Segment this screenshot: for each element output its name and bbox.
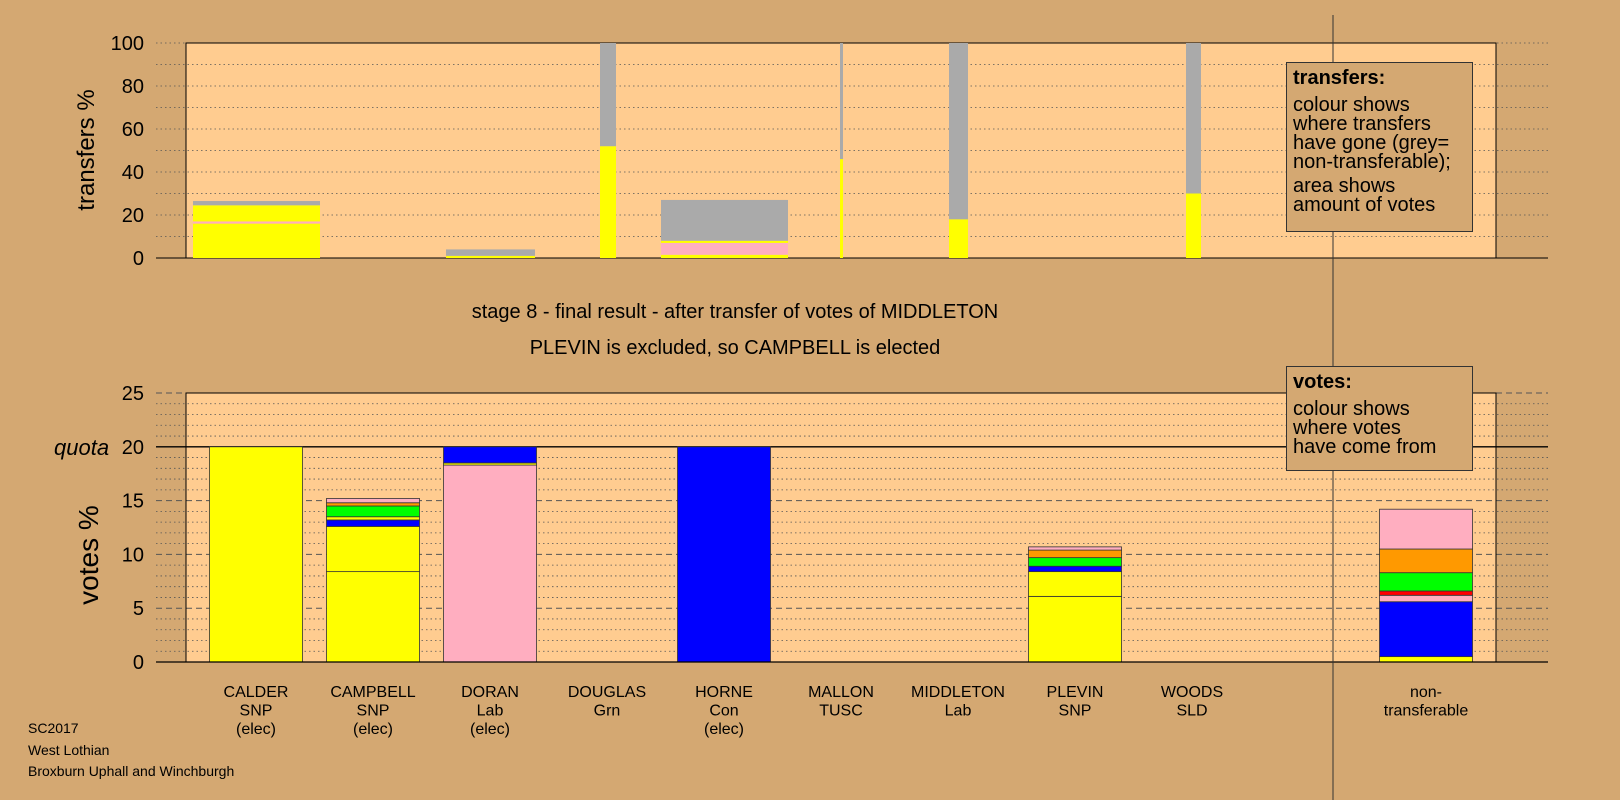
transfer-segment-calder-nontransferable	[193, 201, 320, 206]
vote-segment-doran-con	[443, 446, 537, 464]
votes-legend-text: colour shows where votes have come from	[1293, 398, 1437, 458]
transfer-segment-horne-snp	[661, 240, 788, 243]
candidate-label-mallon: TUSC	[819, 703, 863, 720]
candidate-label-horne: Con	[709, 703, 738, 720]
candidate-label-non: non-	[1410, 684, 1442, 701]
candidate-label-non: transferable	[1384, 703, 1469, 720]
vote-segment-campbell-con	[326, 519, 420, 527]
candidate-label-calder: (elec)	[236, 721, 276, 738]
transfer-segment-doran-nontransferable	[446, 249, 535, 256]
candidate-label-horne: (elec)	[704, 721, 744, 738]
transfers-panel: 0 20 40 60 80 100 transfers %	[73, 33, 1548, 270]
votes-legend-title: votes:	[1293, 371, 1352, 393]
votes-y-tick: 10	[122, 544, 144, 566]
votes-y-tick: 25	[122, 383, 144, 405]
vote-segment-non-sld	[1379, 548, 1473, 574]
candidate-label-douglas: Grn	[594, 703, 621, 720]
candidate-label-middleton: Lab	[945, 703, 972, 720]
transfers-y-tick: 60	[122, 119, 144, 141]
transfers-y-tick: 40	[122, 162, 144, 184]
vote-segment-campbell-snp	[326, 516, 420, 521]
candidate-label-doran: Lab	[477, 703, 504, 720]
transfer-segment-woods-snp	[949, 219, 968, 258]
candidate-label-plevin: PLEVIN	[1047, 684, 1104, 701]
vote-segment-plevin-con	[1028, 565, 1122, 573]
vote-segment-campbell-grn	[326, 505, 420, 518]
transfers-y-tick: 80	[122, 76, 144, 98]
footer-council: West Lothian	[28, 741, 110, 758]
transfers-y-tick: 20	[122, 205, 144, 227]
votes-y-tick: 0	[133, 652, 144, 674]
transfer-segment-calder-lab	[193, 221, 320, 224]
vote-segment-non-snp	[1379, 656, 1473, 663]
vote-segment-plevin-snp	[1028, 571, 1122, 597]
stage-title: stage 8 - final result - after transfer …	[472, 301, 999, 323]
votes-panel: 0 5 10 15 20 25 quota votes %	[54, 383, 1548, 674]
footer-election: SC2017	[28, 720, 79, 736]
vote-segment-campbell-lab	[326, 498, 420, 504]
vote-segment-campbell-sld	[326, 502, 420, 507]
votes-y-tick: 15	[122, 491, 144, 513]
candidate-label-doran: DORAN	[461, 684, 519, 701]
candidate-label-calder: CALDER	[224, 684, 289, 701]
transfers-y-tick: 100	[111, 33, 144, 55]
transfer-segment-horne-nontransferable	[661, 199, 788, 241]
transfer-segment-douglas-snp	[600, 146, 616, 258]
quota-label: quota	[54, 435, 109, 460]
vote-segment-doran-lab	[443, 464, 537, 663]
transfer-segment-calder-snp	[193, 223, 320, 258]
vote-segment-non-lab	[1379, 508, 1473, 550]
transfers-legend-text-2: area shows amount of votes	[1293, 175, 1436, 216]
votes-y-tick: 20	[122, 437, 144, 459]
footer: SC2017 West Lothian Broxburn Uphall and …	[28, 718, 234, 783]
transfer-segment-mallon-nontransferable	[840, 43, 843, 160]
candidate-label-mallon: MALLON	[808, 684, 874, 701]
vote-segment-horne-con	[677, 446, 771, 663]
candidate-label-doran: (elec)	[470, 721, 510, 738]
stage-result: PLEVIN is excluded, so CAMPBELL is elect…	[530, 337, 941, 359]
candidate-label-middleton: MIDDLETON	[911, 684, 1005, 701]
vote-segment-non-con	[1379, 601, 1473, 658]
transfers-legend-title: transfers:	[1293, 67, 1386, 89]
candidate-label-douglas: DOUGLAS	[568, 684, 646, 701]
transfers-y-tick: 0	[133, 248, 144, 270]
transfer-segment-mallon-snp	[840, 159, 843, 258]
transfer-segment-middleton-nontransferable	[1186, 43, 1201, 194]
footer-ward: Broxburn Uphall and Winchburgh	[28, 763, 235, 779]
candidate-label-calder: SNP	[240, 703, 273, 720]
vote-segment-plevin-lab	[1028, 546, 1122, 551]
transfer-segment-calder-snp	[193, 205, 320, 222]
candidate-label-campbell: SNP	[357, 703, 390, 720]
transfer-segment-horne-lab	[661, 242, 788, 255]
transfer-segment-woods-nontransferable	[949, 43, 968, 220]
candidate-label-woods: WOODS	[1161, 684, 1223, 701]
vote-segment-campbell-snp	[326, 571, 420, 663]
candidate-label-campbell: CAMPBELL	[330, 684, 415, 701]
transfer-segment-douglas-nontransferable	[600, 43, 616, 147]
candidate-label-plevin: SNP	[1059, 703, 1092, 720]
vote-segment-calder-snp	[209, 446, 303, 663]
vote-segment-plevin-sld	[1028, 549, 1122, 559]
vote-segment-plevin-grn	[1028, 557, 1122, 567]
votes-y-label: votes %	[73, 505, 104, 605]
candidate-label-horne: HORNE	[695, 684, 753, 701]
candidate-label-woods: SLD	[1176, 703, 1207, 720]
vote-segment-plevin-snp	[1028, 595, 1122, 663]
transfers-legend: transfers: colour shows where transfers …	[1286, 62, 1473, 232]
candidate-label-campbell: (elec)	[353, 721, 393, 738]
transfer-segment-horne-snp	[661, 254, 788, 258]
vote-segment-non-tusc	[1379, 590, 1473, 596]
transfer-segment-middleton-snp	[1186, 193, 1201, 258]
votes-legend: votes: colour shows where votes have com…	[1286, 366, 1473, 471]
vote-segment-campbell-snp	[326, 526, 420, 573]
votes-y-tick: 5	[133, 598, 144, 620]
transfer-segment-doran-snp	[446, 255, 535, 258]
vote-segment-non-lab	[1379, 594, 1473, 603]
labels-layer: stage 8 - final result - after transfer …	[224, 15, 1469, 800]
transfers-y-label: transfers %	[73, 89, 100, 210]
transfers-legend-text-1: colour shows where transfers have gone (…	[1293, 94, 1451, 173]
vote-segment-non-grn	[1379, 572, 1473, 592]
